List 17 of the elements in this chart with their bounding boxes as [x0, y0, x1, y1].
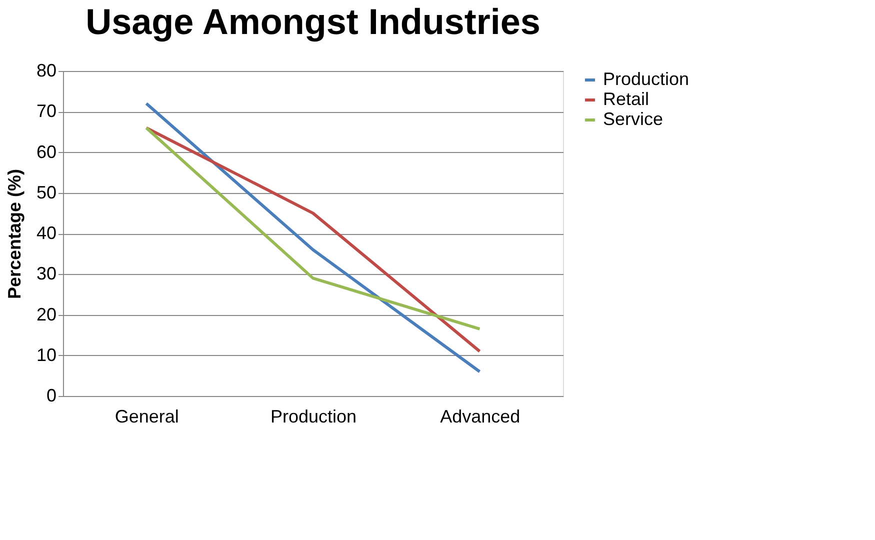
y-tick-label: 30 [36, 264, 56, 284]
y-tick-label: 0 [46, 386, 56, 406]
y-tick-label: 10 [36, 344, 56, 365]
y-tick-label: 40 [36, 223, 56, 243]
y-tick-label: 60 [36, 142, 56, 162]
y-axis-title: Percentage (%) [4, 168, 24, 300]
legend-label: Service [603, 109, 664, 129]
y-tick-label: 20 [36, 304, 56, 324]
x-tick-label: General [114, 406, 179, 426]
y-tick-label: 50 [36, 182, 56, 202]
y-tick-label: 70 [36, 101, 56, 122]
legend-label: Retail [603, 89, 650, 109]
y-tick-label: 80 [36, 60, 56, 80]
x-tick-label: Advanced [440, 406, 520, 426]
legend-label: Production [603, 69, 690, 89]
chart-title: Usage Amongst Industries [86, 1, 540, 42]
x-tick-label: Production [270, 406, 357, 426]
